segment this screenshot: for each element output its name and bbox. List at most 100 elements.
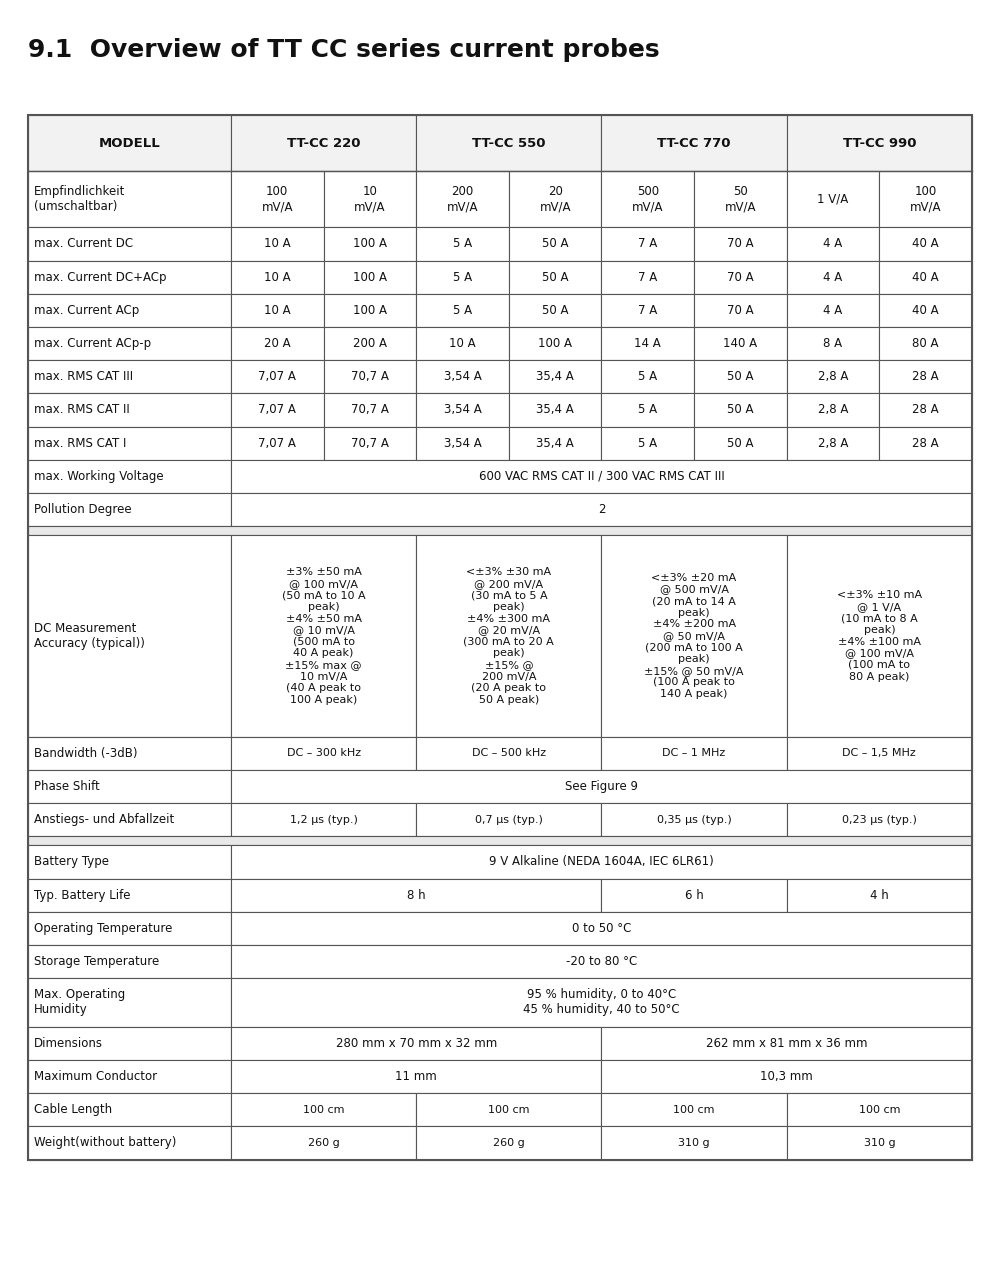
Text: max. Current DC+ACp: max. Current DC+ACp bbox=[34, 271, 166, 283]
Bar bbox=[231, 879, 601, 912]
Text: DC – 500 kHz: DC – 500 kHz bbox=[472, 748, 546, 759]
Bar bbox=[28, 1126, 231, 1160]
Bar bbox=[28, 493, 231, 526]
Text: -20 to 80 °C: -20 to 80 °C bbox=[566, 955, 637, 968]
Text: 2,8 A: 2,8 A bbox=[818, 437, 848, 450]
Text: max. Current ACp: max. Current ACp bbox=[34, 304, 139, 317]
Bar bbox=[787, 535, 972, 737]
Bar bbox=[324, 294, 416, 327]
Text: 100 A: 100 A bbox=[353, 238, 387, 250]
Bar bbox=[416, 737, 601, 770]
Text: 7 A: 7 A bbox=[638, 304, 657, 317]
Text: 28 A: 28 A bbox=[912, 404, 939, 416]
Bar bbox=[416, 803, 601, 836]
Bar bbox=[28, 427, 231, 460]
Bar bbox=[324, 427, 416, 460]
Text: See Figure 9: See Figure 9 bbox=[565, 780, 638, 793]
Bar bbox=[416, 1126, 601, 1160]
Text: 95 % humidity, 0 to 40°C
45 % humidity, 40 to 50°C: 95 % humidity, 0 to 40°C 45 % humidity, … bbox=[523, 988, 680, 1016]
Text: 500
mV/A: 500 mV/A bbox=[632, 185, 664, 213]
Text: 0,7 μs (typ.): 0,7 μs (typ.) bbox=[475, 815, 543, 825]
Bar bbox=[787, 360, 879, 393]
Text: 100 cm: 100 cm bbox=[488, 1105, 530, 1115]
Bar bbox=[231, 770, 972, 803]
Bar bbox=[601, 879, 787, 912]
Text: 140 A: 140 A bbox=[723, 337, 757, 350]
Bar bbox=[601, 227, 694, 261]
Text: 10 A: 10 A bbox=[264, 238, 291, 250]
Text: 80 A: 80 A bbox=[912, 337, 939, 350]
Bar bbox=[28, 1093, 231, 1126]
Text: 35,4 A: 35,4 A bbox=[536, 437, 574, 450]
Text: 100
mV/A: 100 mV/A bbox=[262, 185, 293, 213]
Text: MODELL: MODELL bbox=[99, 137, 160, 149]
Bar bbox=[509, 427, 601, 460]
Bar bbox=[231, 1126, 416, 1160]
Bar bbox=[416, 294, 509, 327]
Text: 50 A: 50 A bbox=[727, 437, 754, 450]
Text: 10 A: 10 A bbox=[264, 271, 291, 283]
Bar bbox=[694, 393, 787, 427]
Text: ±3% ±50 mA
@ 100 mV/A
(50 mA to 10 A
peak)
±4% ±50 mA
@ 10 mV/A
(500 mA to
40 A : ±3% ±50 mA @ 100 mV/A (50 mA to 10 A pea… bbox=[282, 567, 365, 705]
Text: Typ. Battery Life: Typ. Battery Life bbox=[34, 889, 130, 902]
Bar bbox=[416, 327, 509, 360]
Bar bbox=[601, 737, 787, 770]
Bar bbox=[231, 294, 324, 327]
Bar bbox=[231, 115, 416, 171]
Text: 14 A: 14 A bbox=[634, 337, 661, 350]
Bar bbox=[231, 803, 416, 836]
Bar bbox=[879, 261, 972, 294]
Text: 70 A: 70 A bbox=[727, 238, 754, 250]
Bar bbox=[324, 393, 416, 427]
Text: 0 to 50 °C: 0 to 50 °C bbox=[572, 922, 631, 935]
Bar bbox=[509, 393, 601, 427]
Text: <±3% ±30 mA
@ 200 mV/A
(30 mA to 5 A
peak)
±4% ±300 mA
@ 20 mV/A
(300 mA to 20 A: <±3% ±30 mA @ 200 mV/A (30 mA to 5 A pea… bbox=[463, 567, 554, 705]
Bar bbox=[28, 227, 231, 261]
Bar bbox=[416, 393, 509, 427]
Bar bbox=[28, 1060, 231, 1093]
Text: 70,7 A: 70,7 A bbox=[351, 437, 389, 450]
Text: 70 A: 70 A bbox=[727, 271, 754, 283]
Bar bbox=[231, 1060, 601, 1093]
Bar bbox=[28, 836, 972, 845]
Text: Phase Shift: Phase Shift bbox=[34, 780, 100, 793]
Bar bbox=[28, 261, 231, 294]
Text: max. RMS CAT I: max. RMS CAT I bbox=[34, 437, 126, 450]
Bar bbox=[787, 227, 879, 261]
Bar bbox=[28, 845, 231, 879]
Text: 2: 2 bbox=[598, 503, 605, 516]
Text: 200 A: 200 A bbox=[353, 337, 387, 350]
Bar bbox=[231, 393, 324, 427]
Bar bbox=[509, 227, 601, 261]
Text: 7,07 A: 7,07 A bbox=[258, 370, 296, 383]
Bar bbox=[601, 1126, 787, 1160]
Bar bbox=[787, 261, 879, 294]
Bar bbox=[28, 803, 231, 836]
Text: 10 A: 10 A bbox=[264, 304, 291, 317]
Bar bbox=[231, 460, 972, 493]
Text: 9.1  Overview of TT CC series current probes: 9.1 Overview of TT CC series current pro… bbox=[28, 38, 660, 63]
Text: 310 g: 310 g bbox=[678, 1138, 710, 1148]
Bar bbox=[231, 327, 324, 360]
Bar bbox=[231, 227, 324, 261]
Bar bbox=[694, 227, 787, 261]
Bar bbox=[601, 261, 694, 294]
Text: 40 A: 40 A bbox=[912, 271, 939, 283]
Bar bbox=[509, 294, 601, 327]
Bar bbox=[28, 327, 231, 360]
Text: 28 A: 28 A bbox=[912, 437, 939, 450]
Bar bbox=[28, 879, 231, 912]
Text: 2,8 A: 2,8 A bbox=[818, 370, 848, 383]
Bar bbox=[601, 1093, 787, 1126]
Text: 5 A: 5 A bbox=[453, 304, 472, 317]
Text: 50 A: 50 A bbox=[727, 370, 754, 383]
Bar bbox=[601, 535, 787, 737]
Bar bbox=[879, 360, 972, 393]
Text: TT-CC 770: TT-CC 770 bbox=[657, 137, 731, 149]
Bar bbox=[787, 737, 972, 770]
Text: 6 h: 6 h bbox=[685, 889, 703, 902]
Text: 20
mV/A: 20 mV/A bbox=[539, 185, 571, 213]
Bar bbox=[787, 803, 972, 836]
Text: 1 V/A: 1 V/A bbox=[817, 193, 849, 206]
Bar bbox=[694, 427, 787, 460]
